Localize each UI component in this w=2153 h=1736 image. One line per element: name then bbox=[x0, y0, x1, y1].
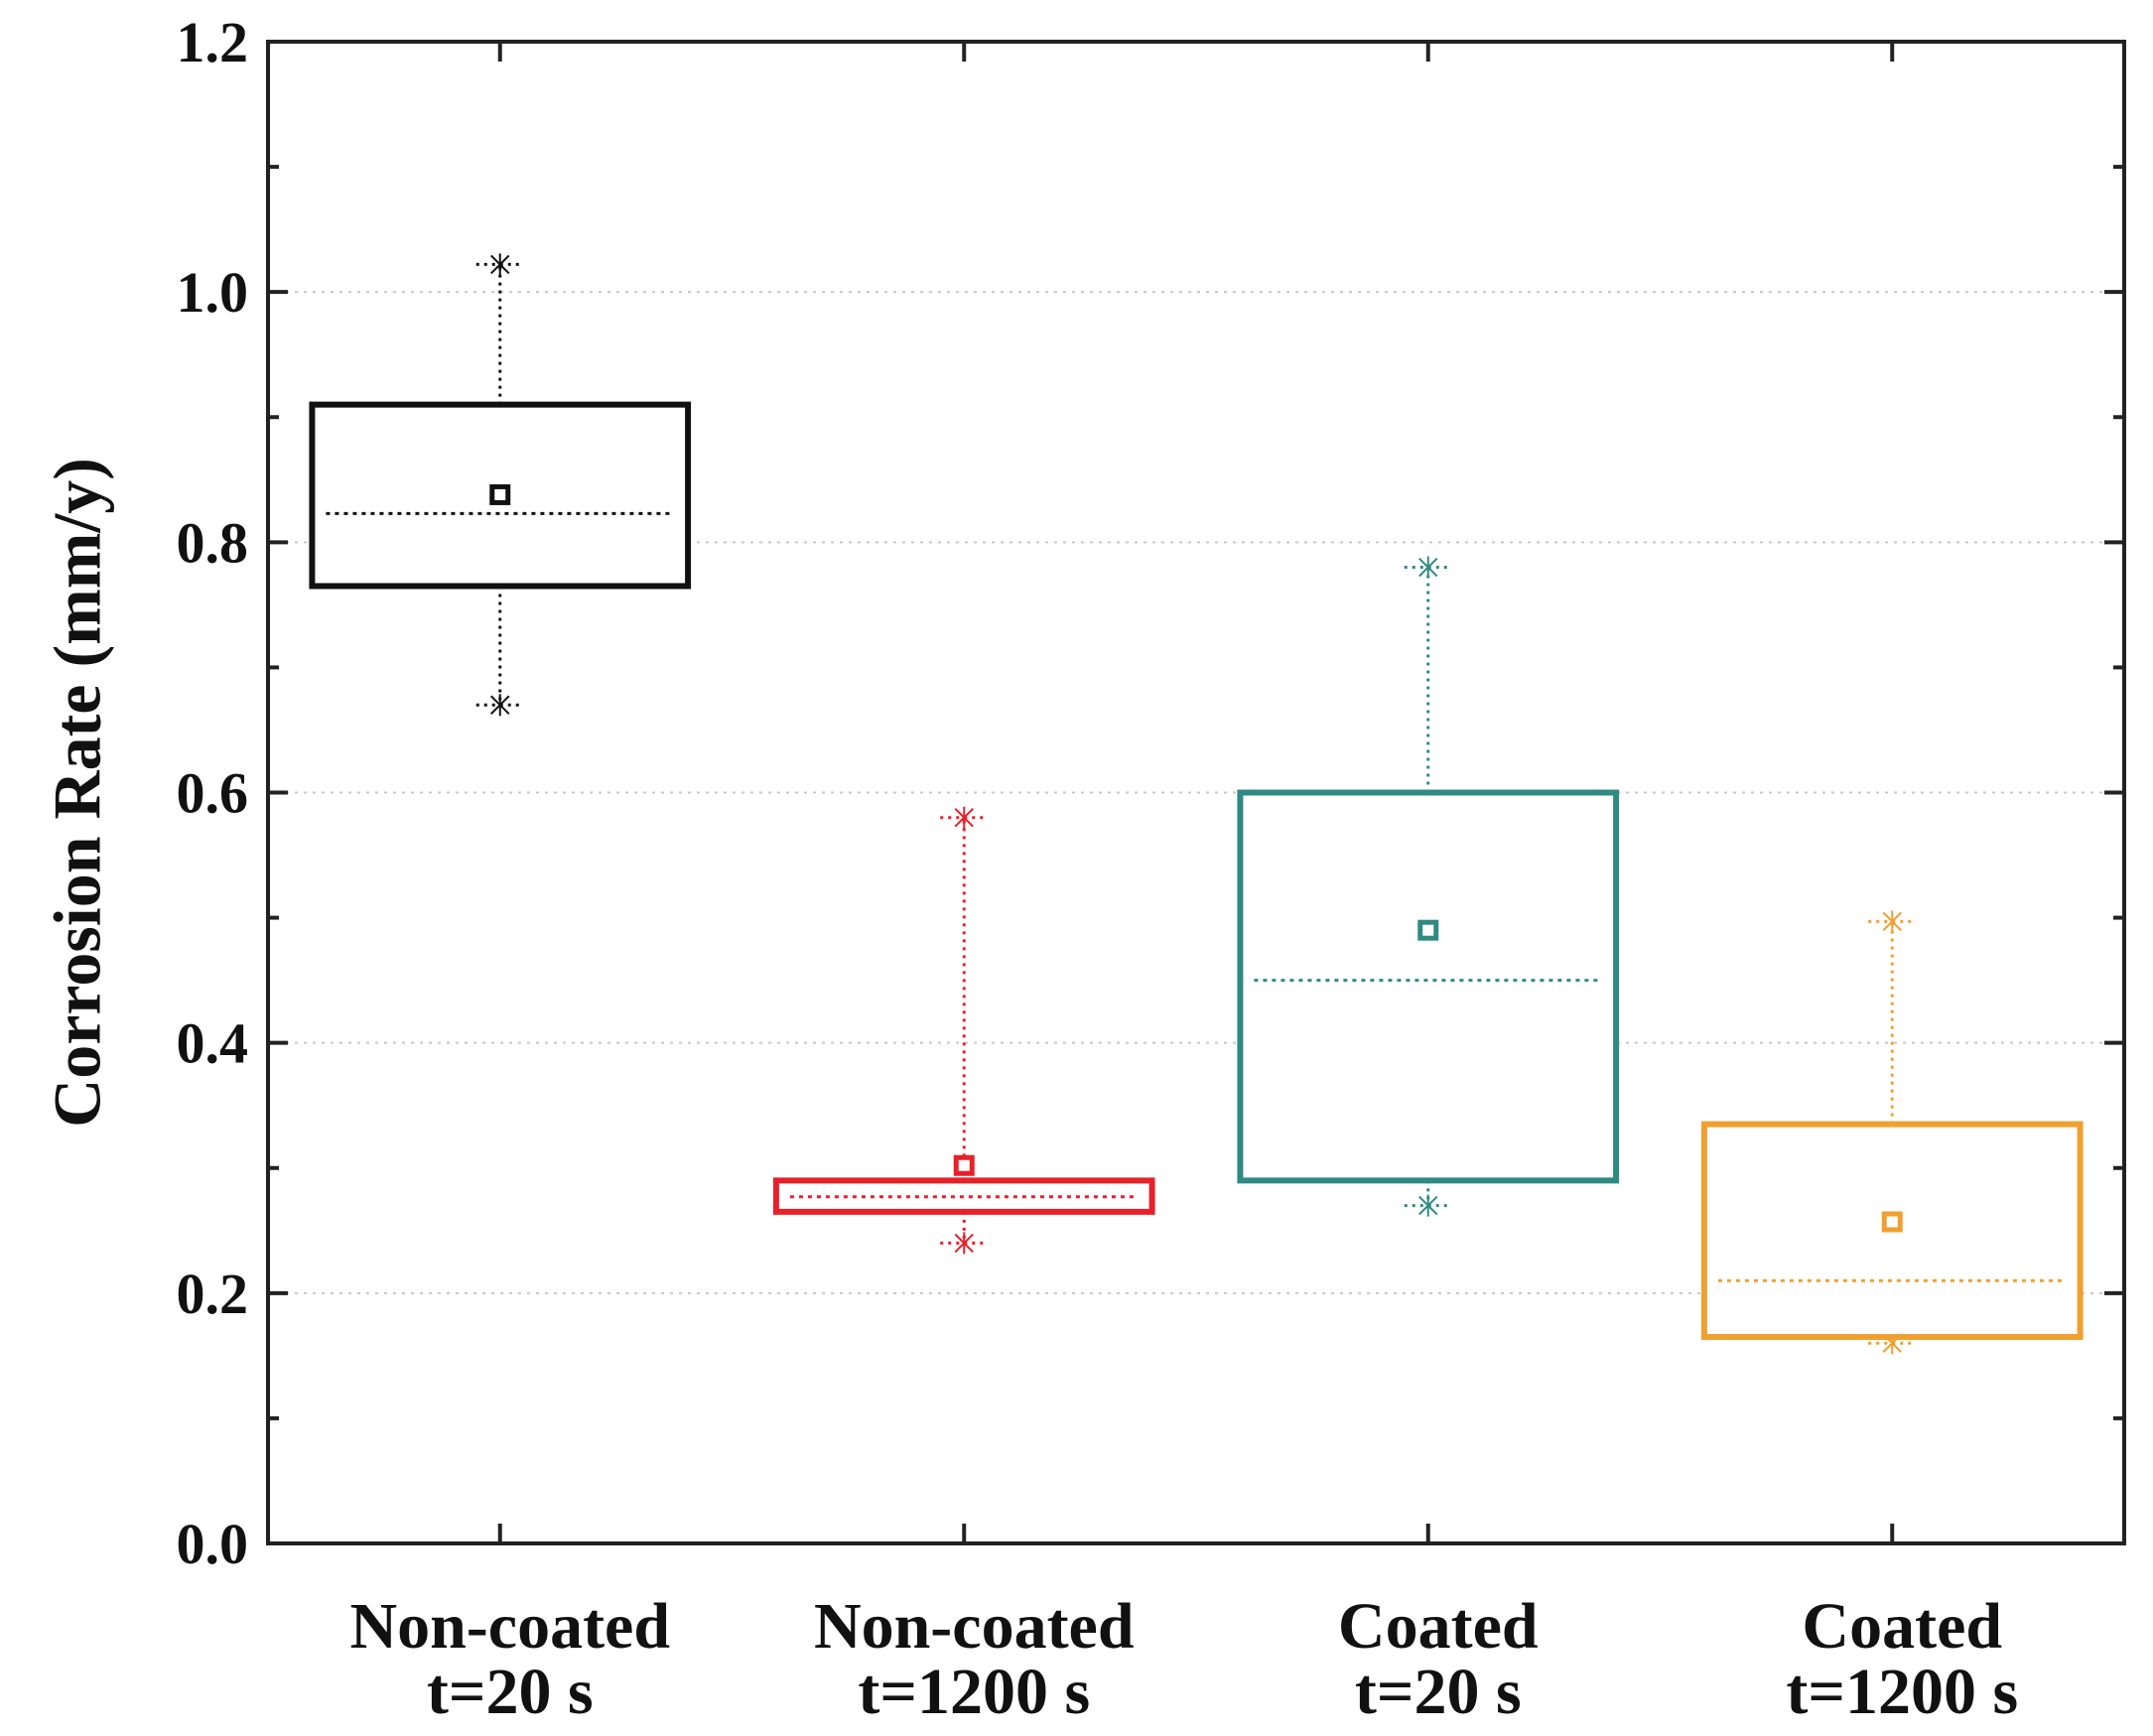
y-tick-label: 0.2 bbox=[177, 1262, 249, 1326]
mean-marker bbox=[953, 1154, 975, 1176]
category-label-line2: t=20 s bbox=[427, 1656, 594, 1728]
category-label-line1: Non-coated bbox=[349, 1590, 670, 1663]
box-iqr bbox=[772, 1177, 1155, 1215]
box-1 bbox=[772, 806, 1155, 1255]
y-tick-label: 0.0 bbox=[177, 1512, 249, 1576]
box-3 bbox=[1700, 910, 2084, 1355]
box-2 bbox=[1237, 556, 1620, 1217]
y-tick-label: 0.8 bbox=[177, 510, 249, 575]
axis-ticks: 0.0 0.2 0.4 0.6 0.8 1.0 1.2 bbox=[177, 10, 2124, 1576]
mean-marker bbox=[489, 483, 511, 505]
y-tick-label: 1.2 bbox=[177, 10, 249, 74]
mean-marker bbox=[1881, 1211, 1903, 1233]
box-series bbox=[309, 253, 2084, 1355]
category-label-line2: t=20 s bbox=[1355, 1656, 1522, 1728]
y-tick-label: 0.6 bbox=[177, 761, 249, 826]
mean-marker bbox=[1417, 919, 1439, 941]
category-label-line2: t=1200 s bbox=[858, 1656, 1090, 1728]
category-label-line1: Coated bbox=[1338, 1590, 1539, 1663]
y-tick-label: 0.4 bbox=[177, 1011, 249, 1076]
box-iqr bbox=[1237, 789, 1620, 1184]
category-label-line1: Non-coated bbox=[814, 1590, 1135, 1663]
category-label-line2: t=1200 s bbox=[1786, 1656, 2018, 1728]
category-label-line1: Coated bbox=[1802, 1590, 2002, 1663]
y-tick-label: 1.0 bbox=[177, 260, 249, 325]
box-0 bbox=[309, 253, 692, 717]
y-axis-title: Corrosion Rate (mm/y) bbox=[40, 458, 115, 1128]
